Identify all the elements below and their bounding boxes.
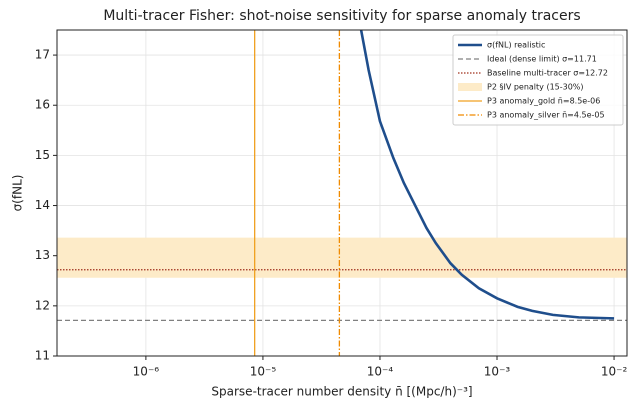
legend-swatch — [458, 83, 482, 91]
y-tick-label: 13 — [35, 248, 50, 262]
legend-label: P3 anomaly_silver n̄=4.5e-05 — [487, 111, 605, 120]
y-tick-label: 14 — [35, 198, 50, 212]
plot-area — [57, 30, 627, 356]
y-tick-label: 15 — [35, 148, 50, 162]
legend-label: Baseline multi-tracer σ=12.72 — [487, 69, 608, 78]
legend-label: Ideal (dense limit) σ=11.71 — [487, 55, 597, 64]
x-tick-label: 10⁻² — [601, 365, 628, 379]
x-axis-label: Sparse-tracer number density n̄ [(Mpc/h)… — [211, 385, 472, 399]
legend-box — [452, 34, 624, 126]
x-tick-label: 10⁻³ — [484, 365, 511, 379]
band — [57, 237, 627, 278]
y-axis-label: σ(fNL) — [11, 175, 25, 212]
x-tick-label: 10⁻⁵ — [250, 365, 277, 379]
x-tick-label: 10⁻⁶ — [133, 365, 160, 379]
y-tick-label: 11 — [35, 349, 50, 363]
data-line — [359, 30, 615, 320]
legend-label: P2 §IV penalty (15-30%) — [487, 83, 584, 92]
legend: σ(fNL) realistic Ideal (dense limit) σ=11… — [452, 34, 624, 126]
y-tick-label: 17 — [35, 48, 50, 62]
x-tick-label: 10⁻⁴ — [367, 365, 394, 379]
plot-frame — [56, 29, 628, 357]
legend-label: P3 anomaly_gold n̄=8.5e-06 — [487, 97, 600, 106]
y-tick-label: 12 — [35, 298, 50, 312]
y-tick-label: 16 — [35, 98, 50, 112]
chart-title: Multi-tracer Fisher: shot-noise sensitiv… — [103, 8, 580, 24]
legend-label: σ(fNL) realistic — [487, 41, 545, 50]
